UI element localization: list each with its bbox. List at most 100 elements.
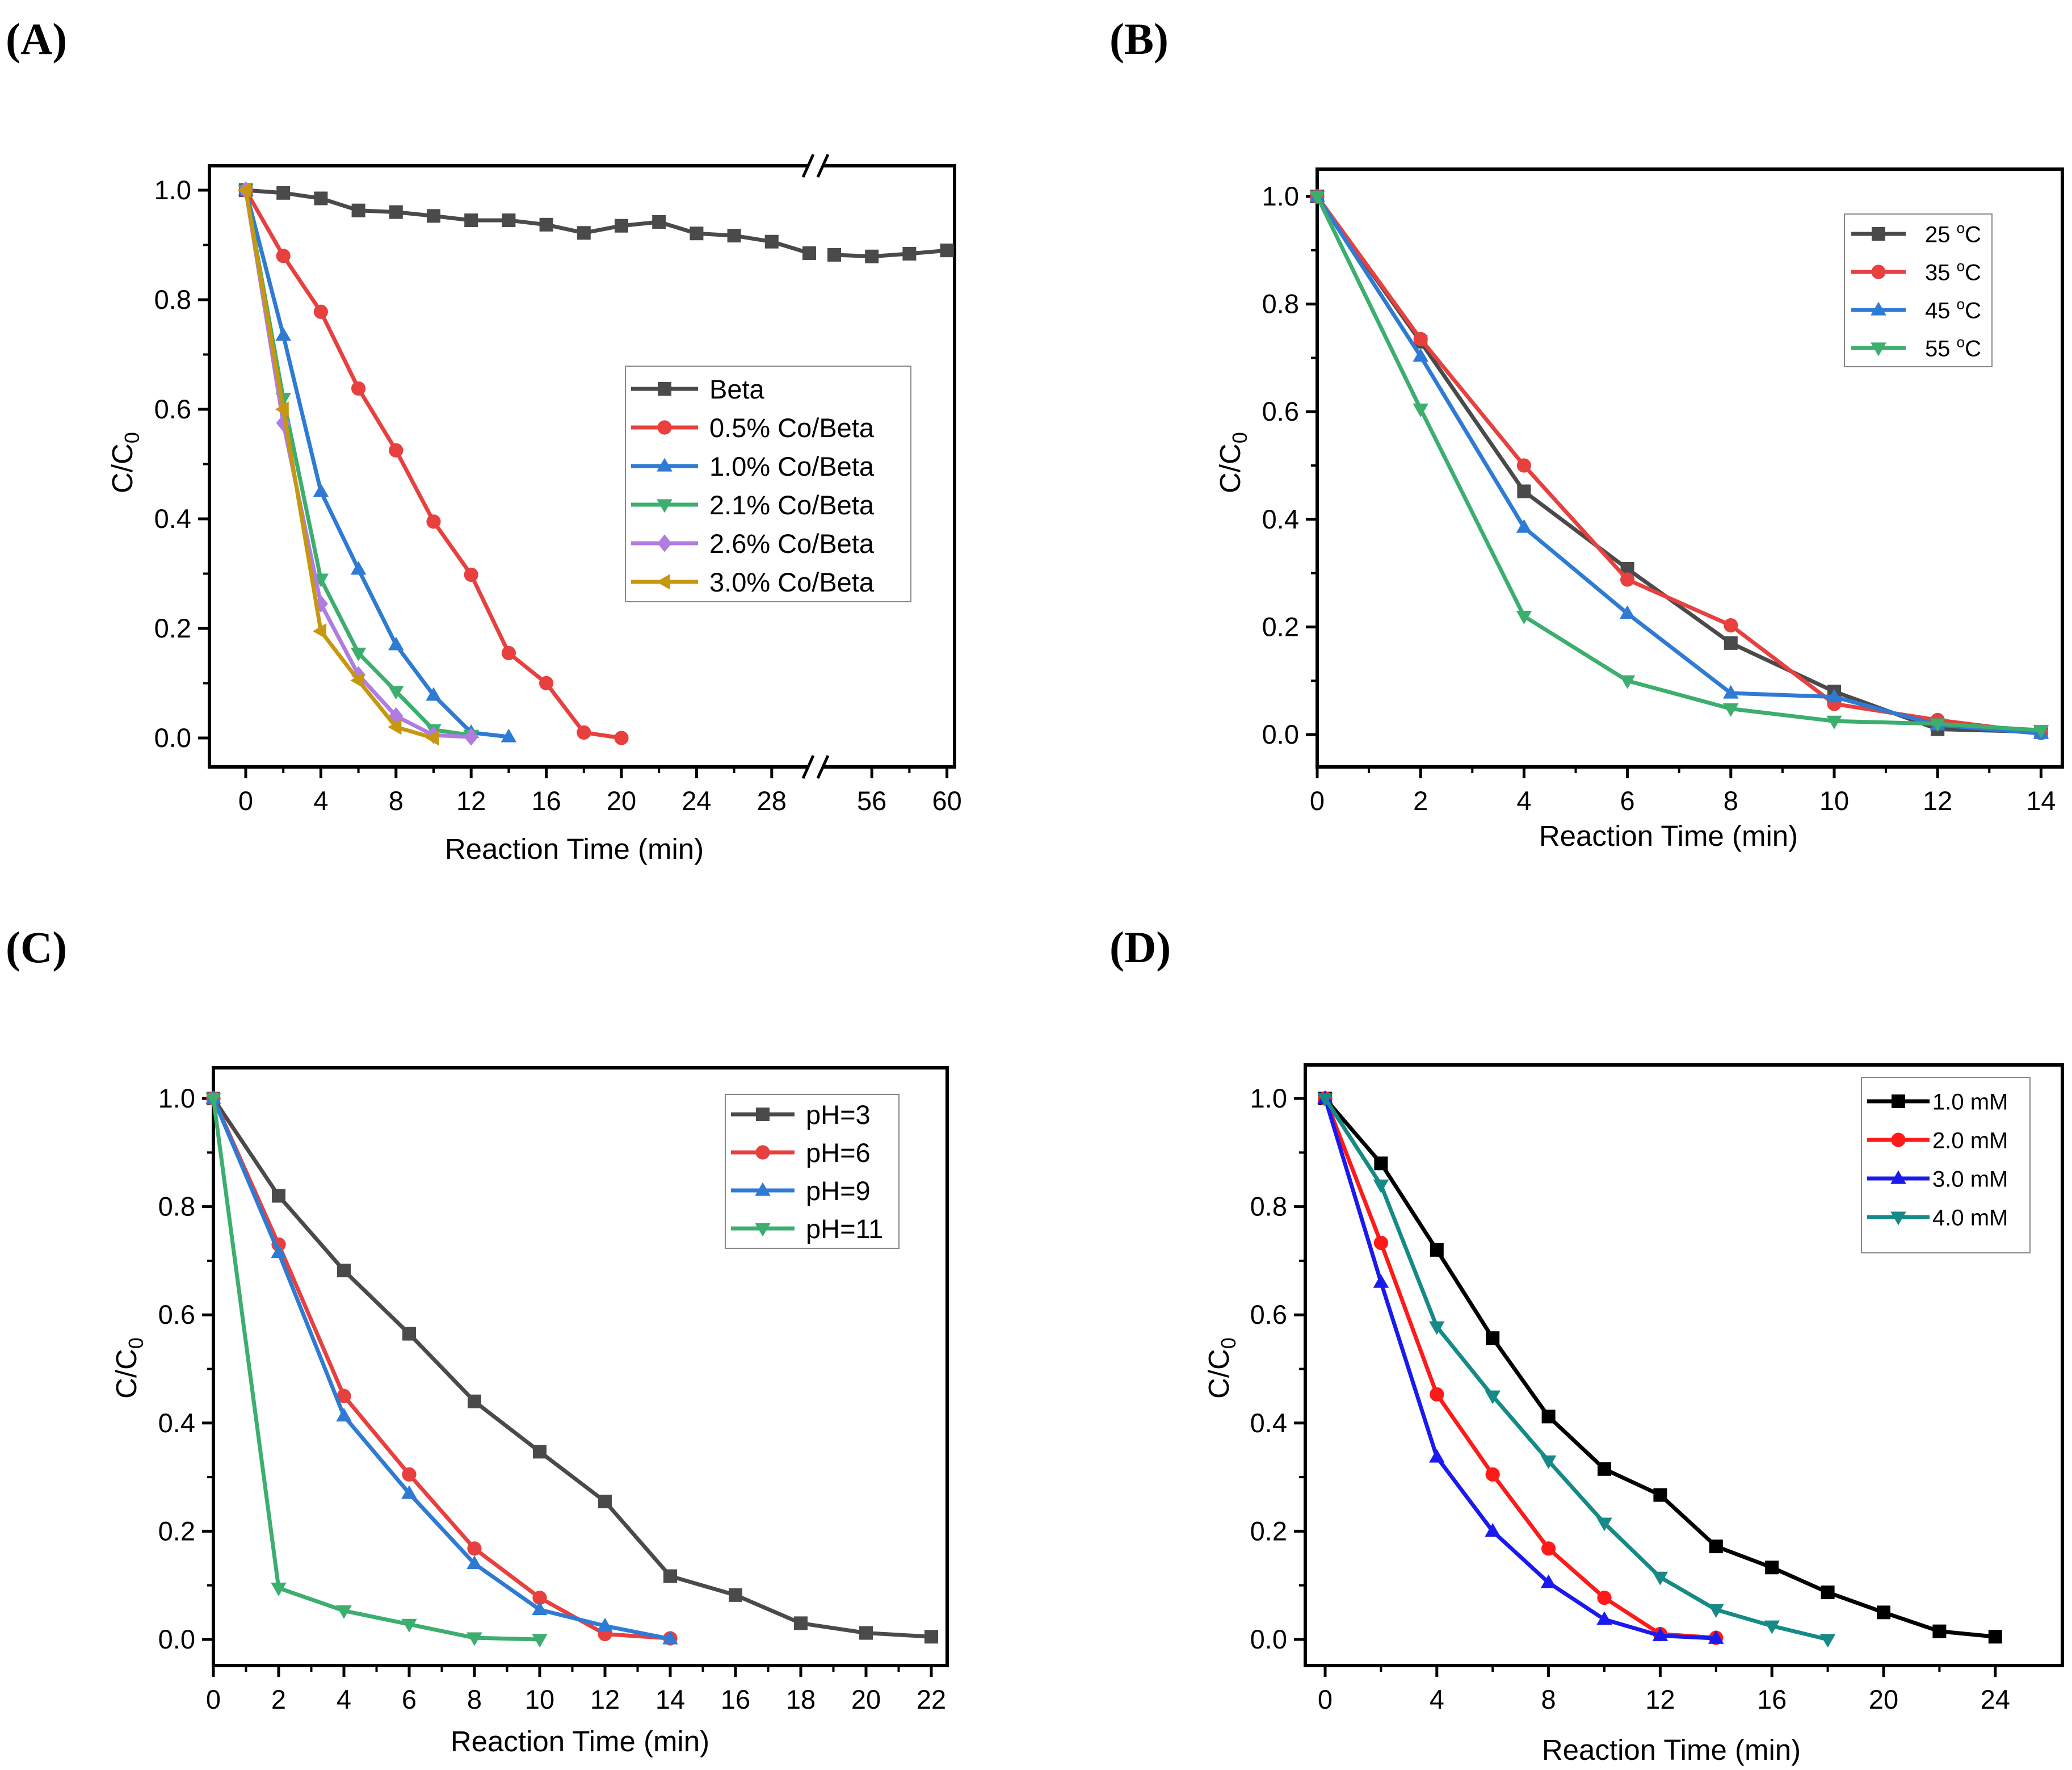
panel-a-y-tick-label: 0.8 (154, 284, 191, 314)
panel-d-series-3-point (1373, 1274, 1389, 1288)
panel-b-series-3-point (1619, 605, 1636, 619)
panel-d: (D) Reaction Time (min) C/C0 0.00.20.40.… (1109, 922, 2064, 1766)
panel-d-series-1-point (1877, 1605, 1890, 1620)
panel-b-x-tick-label: 10 (1819, 786, 1849, 816)
panel-b-series-2-point (1620, 572, 1635, 587)
panel-c-y-tick-label: 1.0 (158, 1083, 195, 1113)
panel-d-series-2-line (1323, 1097, 1717, 1640)
panel-b-y-tick-label: 0.8 (1262, 289, 1299, 319)
panel-a-series-2-point (313, 304, 329, 319)
panel-d-y-tick-label: 0.6 (1250, 1299, 1287, 1329)
panel-b-series-4-point (1930, 718, 1945, 732)
panel-b-legend-marker (1871, 342, 1886, 356)
panel-d-x-tick-label: 0 (1318, 1684, 1333, 1714)
panel-d-x-tick-label: 8 (1541, 1684, 1556, 1714)
panel-b-y-tick-label: 0.2 (1262, 611, 1299, 641)
panel-c-legend-label: pH=3 (806, 1100, 871, 1130)
panel-a-series-1-point (727, 229, 741, 243)
panel-a-series-1-point (902, 246, 917, 261)
panel-c-legend-label: pH=6 (806, 1138, 871, 1168)
panel-a-legend-label: Beta (709, 374, 765, 404)
panel-c-x-tick-label: 16 (721, 1684, 750, 1714)
panel-b-series-2-point (1413, 332, 1428, 346)
panel-c-series-1-point (924, 1630, 938, 1644)
panel-d-series-3-point (1652, 1627, 1668, 1641)
panel-a-axis-break-mark (801, 754, 830, 779)
panel-b-series (1309, 188, 2049, 740)
panel-a-series-1-point (464, 213, 478, 228)
panel-c-x-tick-label: 6 (402, 1684, 417, 1714)
panel-b-legend-marker (1872, 227, 1885, 241)
panel-a-series-1-point (764, 234, 779, 249)
panel-a-series-3-point (350, 561, 367, 575)
panel-b-legend-marker (1871, 301, 1886, 316)
panel-c-series-4 (205, 1093, 548, 1648)
panel-b-series-3-point (1413, 348, 1428, 362)
panel-d-series-1-point (1765, 1561, 1779, 1575)
panel-d-y-tick-label: 0.8 (1250, 1192, 1287, 1222)
panel-b-axes: 0.0 0.2 0.4 0.6 0.8 1.0 0 2 4 6 8 10 12 14 (1262, 181, 2056, 816)
panel-d-series-3-point (1485, 1523, 1501, 1537)
panel-d-label: (D) (1109, 922, 1171, 972)
panel-c-series-1-point (272, 1189, 285, 1203)
panel-c-legend-marker (755, 1182, 771, 1196)
panel-d-series-4-point (1373, 1179, 1389, 1193)
panel-b-series-4-point (1619, 675, 1636, 689)
panel-c-y-tick-label: 0.0 (158, 1624, 195, 1654)
panel-b-x-axis-title: Reaction Time (min) (1539, 820, 1798, 852)
panel-a-series-2-line (243, 189, 622, 740)
panel-a-x-tick-label: 8 (389, 786, 404, 816)
panel-a-legend-label: 1.0% Co/Beta (709, 451, 875, 481)
panel-d-series-4-point (1652, 1571, 1668, 1586)
panel-a-series-2-point (501, 645, 516, 661)
panel-a-plot-frame (208, 164, 956, 769)
panel-a-legend-label: 3.0% Co/Beta (709, 567, 875, 597)
panel-c-series-2-point (402, 1467, 417, 1482)
panel-b-y-tick-label: 0.0 (1262, 719, 1299, 749)
panel-a-series-3-point (275, 327, 291, 341)
panel-d-y-tick-label: 1.0 (1250, 1083, 1287, 1113)
panel-b-series-4-line (1315, 195, 2041, 732)
panel-b-series-2-point (1516, 458, 1531, 473)
panel-d-y-tick-label: 0.2 (1250, 1516, 1287, 1546)
panel-d-series-1-point (1988, 1630, 2002, 1644)
panel-b-series-4-point (1516, 610, 1532, 624)
panel-b-y-tick-label: 0.6 (1262, 396, 1299, 426)
panel-a-x-tick-label: 0 (238, 786, 253, 816)
panel-a: (A) Reaction Time (min) C/C0 0.00.20.40.… (6, 14, 962, 865)
panel-a-legend-box (625, 366, 911, 602)
panel-c-series-4-point (205, 1093, 221, 1107)
panel-c-series-4-point (271, 1582, 287, 1596)
panel-d-series-4-line (1323, 1097, 1829, 1642)
panel-c-series (205, 1090, 938, 1648)
panel-b-x-tick-label: 14 (2026, 786, 2056, 816)
panel-c-series-2-point (532, 1591, 547, 1605)
panel-c-axes: 0.0 0.2 0.4 0.6 0.8 1.0 0 2 4 6 8 10 12 14 16 18 20 22 (158, 1083, 946, 1714)
panel-c-series-3-point (662, 1630, 678, 1645)
panel-c-legend-label: pH=11 (806, 1214, 883, 1244)
panel-d-legend-marker (1890, 1211, 1906, 1226)
panel-a-axis-break-mark (801, 153, 830, 178)
panel-d-legend-label: 4.0 mM (1932, 1205, 2008, 1230)
panel-c-series-1-point (337, 1264, 351, 1278)
panel-c-x-tick-label: 4 (337, 1684, 351, 1714)
panel-a-series-1-line (834, 248, 947, 259)
panel-d-series-1-point (1430, 1243, 1444, 1257)
panel-c-plot-frame (212, 1066, 949, 1667)
panel-a-x-tick-label: 4 (313, 786, 328, 816)
panel-a-series-2-point (539, 676, 554, 691)
panel-c-y-tick-label: 0.6 (158, 1299, 195, 1329)
panel-c-series-2-point (467, 1541, 482, 1556)
panel-c-y-tick-label: 0.8 (158, 1192, 195, 1222)
panel-a-label: (A) (6, 14, 67, 64)
panel-d-series-3-point (1429, 1449, 1445, 1463)
panel-c-legend-marker (756, 1108, 770, 1121)
panel-a-series-1-point (827, 248, 841, 262)
panel-c-legend-marker (755, 1145, 770, 1160)
panel-d-series-4-point (1819, 1634, 1836, 1648)
panel-b-series-4-point (1413, 403, 1428, 417)
panel-d-series-2-point (1485, 1467, 1500, 1482)
panel-a-series-3-point (313, 483, 329, 497)
panel-c-series-1-point (598, 1494, 612, 1508)
panel-a-legend-marker (657, 420, 672, 435)
